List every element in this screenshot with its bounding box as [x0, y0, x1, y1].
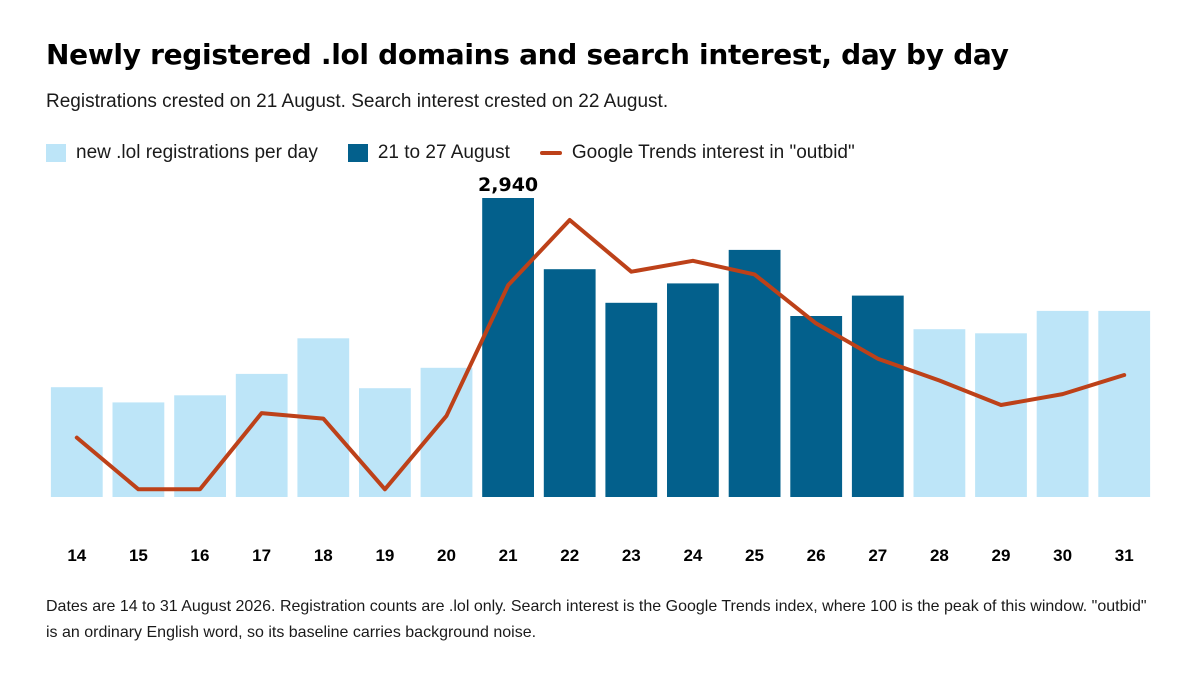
x-tick-label-16: 16	[191, 546, 210, 565]
bar-30	[1036, 310, 1089, 497]
x-tick-label-26: 26	[807, 546, 826, 565]
chart-legend: new .lol registrations per day 21 to 27 …	[46, 142, 885, 164]
bar-16	[174, 395, 226, 497]
bar-24	[667, 283, 719, 497]
bar-23	[605, 302, 658, 497]
bar-25	[728, 249, 781, 497]
x-tick-label-31: 31	[1115, 546, 1134, 565]
x-tick-label-24: 24	[683, 546, 702, 565]
chart-footnote: Dates are 14 to 31 August 2026. Registra…	[46, 598, 1147, 641]
x-tick-label-29: 29	[992, 546, 1011, 565]
legend-item-line: Google Trends interest in "outbid"	[539, 142, 855, 164]
x-tick-label-30: 30	[1053, 546, 1072, 565]
bar-14	[50, 387, 103, 497]
x-tick-label-25: 25	[745, 546, 764, 565]
legend-swatch-line	[539, 151, 562, 155]
legend-label-highlight: 21 to 27 August	[377, 142, 510, 163]
x-tick-label-14: 14	[67, 546, 86, 565]
x-tick-label-21: 21	[499, 546, 518, 565]
data-label-21: 2,940	[478, 174, 538, 196]
bar-19	[359, 388, 411, 497]
x-tick-label-20: 20	[437, 546, 456, 565]
bar-26	[790, 316, 843, 497]
legend-item-highlight: 21 to 27 August	[347, 142, 510, 164]
legend-swatch-highlight	[347, 144, 368, 162]
chart-title: Newly registered .lol domains and search…	[46, 38, 1009, 71]
bar-29	[975, 333, 1027, 497]
bar-22	[543, 269, 596, 497]
bar-15	[112, 402, 165, 497]
bar-20	[420, 367, 473, 497]
chart-subtitle: Registrations crested on 21 August. Sear…	[46, 91, 669, 112]
legend-item-base: new .lol registrations per day	[46, 142, 318, 164]
x-tick-label-28: 28	[930, 546, 949, 565]
legend-label-base: new .lol registrations per day	[76, 142, 318, 163]
x-tick-label-15: 15	[129, 546, 148, 565]
legend-swatch-base	[46, 144, 66, 162]
x-tick-label-27: 27	[868, 546, 887, 565]
bar-31	[1098, 310, 1151, 497]
x-tick-label-17: 17	[252, 546, 271, 565]
x-tick-label-18: 18	[314, 546, 333, 565]
x-tick-label-23: 23	[622, 546, 641, 565]
bar-21	[482, 198, 534, 497]
x-tick-label-19: 19	[375, 546, 394, 565]
bar-27	[851, 295, 904, 497]
legend-label-line: Google Trends interest in "outbid"	[571, 142, 855, 163]
x-tick-label-22: 22	[560, 546, 579, 565]
trends-line	[74, 218, 1127, 492]
bar-28	[913, 329, 966, 497]
